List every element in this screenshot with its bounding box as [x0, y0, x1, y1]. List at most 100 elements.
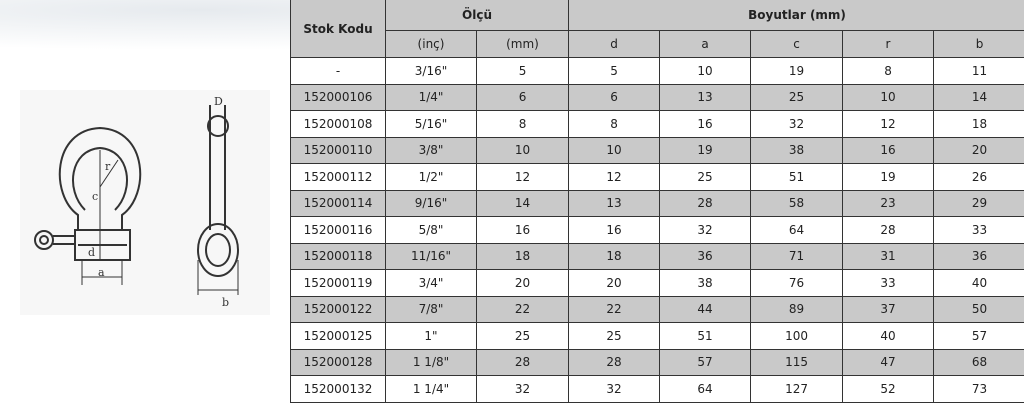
- cell-b: 18: [933, 110, 1024, 138]
- header-c: c: [750, 30, 844, 58]
- cell-mm: 6: [475, 83, 570, 111]
- cell-d: 20: [568, 269, 661, 297]
- table-row: -3/16" 5 5 10 19 8 11: [290, 57, 1024, 85]
- cell-d: 25: [568, 322, 661, 350]
- cell-mm: 25: [475, 322, 570, 350]
- cell-r: 16: [842, 136, 935, 164]
- header-b: b: [933, 30, 1024, 58]
- cell-stock-code: 152000116: [290, 216, 386, 244]
- table-row: 152000118 11/16" 18 18 36 71 31 36: [290, 242, 1024, 270]
- cell-a: 51: [659, 322, 752, 350]
- cell-a: 57: [659, 348, 752, 376]
- cell-mm: 18: [475, 242, 570, 270]
- cell-mm: 20: [475, 269, 570, 297]
- cell-inch: 7/8": [385, 295, 477, 323]
- header-d: d: [568, 30, 661, 58]
- cell-b: 33: [933, 216, 1024, 244]
- cell-r: 10: [842, 83, 935, 111]
- label-b: b: [222, 296, 229, 309]
- cell-inch: 11/16": [385, 242, 477, 270]
- table-row: 152000114 9/16" 14 13 28 58 23 29: [290, 189, 1024, 217]
- cell-c: 100: [750, 322, 844, 350]
- cell-a: 16: [659, 110, 752, 138]
- cell-stock-code: -: [290, 57, 386, 85]
- cell-a: 19: [659, 136, 752, 164]
- cell-b: 57: [933, 322, 1024, 350]
- cell-mm: 16: [475, 216, 570, 244]
- cell-d: 16: [568, 216, 661, 244]
- cell-mm: 10: [475, 136, 570, 164]
- cell-b: 40: [933, 269, 1024, 297]
- cell-a: 32: [659, 216, 752, 244]
- cell-b: 14: [933, 83, 1024, 111]
- cell-d: 13: [568, 189, 661, 217]
- cell-c: 115: [750, 348, 844, 376]
- cell-c: 64: [750, 216, 844, 244]
- cell-d: 10: [568, 136, 661, 164]
- cell-b: 36: [933, 242, 1024, 270]
- cell-stock-code: 152000118: [290, 242, 386, 270]
- table-row: 152000108 5/16" 8 8 16 32 12 18: [290, 110, 1024, 138]
- cell-inch: 3/4": [385, 269, 477, 297]
- cell-r: 23: [842, 189, 935, 217]
- cell-c: 58: [750, 189, 844, 217]
- cell-d: 6: [568, 83, 661, 111]
- cell-mm: 5: [475, 57, 570, 85]
- header-size: Ölçü: [384, 0, 570, 31]
- table-row: 152000112 1/2" 12 12 25 51 19 26: [290, 163, 1024, 191]
- shackle-drawing: r c d a D b: [34, 95, 239, 309]
- cell-inch: 3/16": [385, 57, 477, 85]
- table-row: 152000132 1 1/4" 32 32 64 127 52 73: [290, 375, 1024, 403]
- cell-r: 37: [842, 295, 935, 323]
- cell-a: 28: [659, 189, 752, 217]
- cell-stock-code: 152000132: [290, 375, 386, 403]
- table-row: 152000119 3/4" 20 20 38 76 33 40: [290, 269, 1024, 297]
- cell-r: 28: [842, 216, 935, 244]
- header-inch: (inç): [385, 30, 477, 58]
- cell-r: 52: [842, 375, 935, 403]
- cell-inch: 1": [385, 322, 477, 350]
- cell-mm: 8: [475, 110, 570, 138]
- header-dimensions: Boyutlar (mm): [568, 0, 1024, 31]
- cell-r: 47: [842, 348, 935, 376]
- cell-c: 32: [750, 110, 844, 138]
- cell-c: 127: [750, 375, 844, 403]
- cell-stock-code: 152000114: [290, 189, 386, 217]
- cell-c: 76: [750, 269, 844, 297]
- cell-stock-code: 152000122: [290, 295, 386, 323]
- cell-d: 12: [568, 163, 661, 191]
- table-row: 152000122 7/8" 22 22 44 89 37 50: [290, 295, 1024, 323]
- cell-mm: 14: [475, 189, 570, 217]
- label-c: c: [92, 190, 98, 203]
- shackle-dimensions-table: Stok Kodu Ölçü Boyutlar (mm) (inç) (mm) …: [290, 0, 1024, 403]
- cell-mm: 22: [475, 295, 570, 323]
- cell-inch: 1 1/8": [385, 348, 477, 376]
- table-row: 152000125 1" 25 25 51 100 40 57: [290, 322, 1024, 350]
- cell-b: 50: [933, 295, 1024, 323]
- cell-c: 71: [750, 242, 844, 270]
- cell-inch: 9/16": [385, 189, 477, 217]
- cell-inch: 3/8": [385, 136, 477, 164]
- cell-inch: 5/8": [385, 216, 477, 244]
- cell-c: 38: [750, 136, 844, 164]
- shackle-diagram: r c d a D b: [20, 90, 270, 315]
- cell-inch: 5/16": [385, 110, 477, 138]
- cell-c: 51: [750, 163, 844, 191]
- header-r: r: [842, 30, 935, 58]
- cell-d: 5: [568, 57, 661, 85]
- cell-b: 20: [933, 136, 1024, 164]
- cell-b: 11: [933, 57, 1024, 85]
- cell-stock-code: 152000112: [290, 163, 386, 191]
- cell-c: 19: [750, 57, 844, 85]
- cell-a: 10: [659, 57, 752, 85]
- cell-stock-code: 152000119: [290, 269, 386, 297]
- cell-stock-code: 152000106: [290, 83, 386, 111]
- cell-stock-code: 152000108: [290, 110, 386, 138]
- table-body: -3/16" 5 5 10 19 8 11 152000106 1/4" 6 6 13 25 10 14 15…: [290, 57, 1024, 403]
- cell-a: 36: [659, 242, 752, 270]
- cell-inch: 1/2": [385, 163, 477, 191]
- cell-r: 19: [842, 163, 935, 191]
- cell-stock-code: 152000128: [290, 348, 386, 376]
- cell-r: 33: [842, 269, 935, 297]
- label-d: d: [88, 246, 95, 259]
